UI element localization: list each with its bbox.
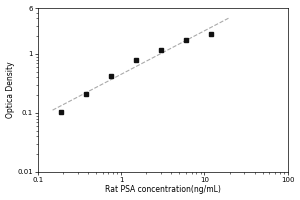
Y-axis label: Optica Density: Optica Density [6,62,15,118]
X-axis label: Rat PSA concentration(ng/mL): Rat PSA concentration(ng/mL) [105,185,221,194]
